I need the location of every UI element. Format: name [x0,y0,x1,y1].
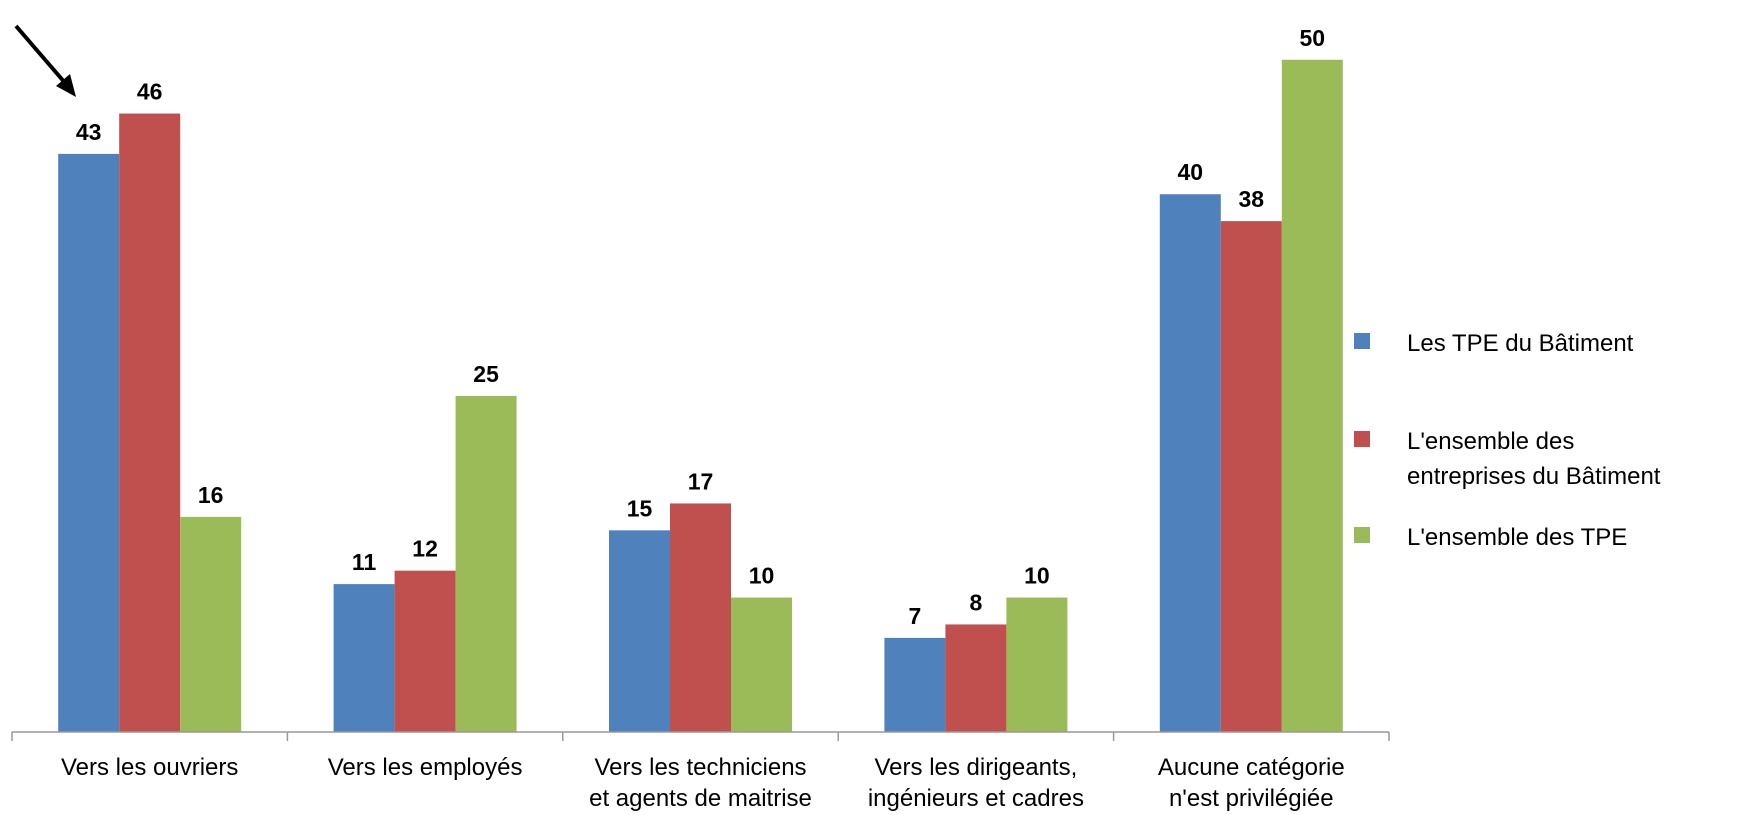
value-label: 40 [1178,159,1204,185]
x-tick-label: Vers les employés [328,754,523,781]
bar [1281,59,1343,733]
legend-swatch [1354,333,1370,349]
bar [1159,194,1221,732]
value-label: 8 [970,589,983,615]
value-label: 12 [412,536,438,562]
bar [670,503,731,732]
legend-label: Les TPE du Bâtiment [1407,330,1634,357]
value-label: 10 [749,563,775,589]
value-label: 17 [688,468,714,494]
bar [1006,597,1068,732]
value-label: 16 [198,482,224,508]
bar [180,516,242,732]
legend-label: L'ensemble des TPE [1407,524,1627,551]
bar [455,395,517,732]
x-tick-label: Vers les techniciens et agents de maitris… [589,754,812,812]
value-label: 38 [1239,186,1265,212]
legend-label: L'ensemble des entreprises du Bâtiment [1407,428,1661,490]
bar [333,584,395,732]
value-label: 50 [1300,25,1326,51]
arrow-annotation [14,24,76,97]
legend-swatch [1354,527,1370,543]
value-label: 43 [76,119,102,145]
bar [394,570,456,732]
x-tick-label: Vers les ouvriers [61,754,238,781]
bar [884,637,946,732]
value-label: 11 [352,549,377,575]
bar [58,153,120,732]
value-label: 25 [473,361,499,387]
value-label: 10 [1024,563,1050,589]
value-label: 7 [909,603,922,629]
bar [945,624,1007,732]
value-label: 15 [627,495,653,521]
x-tick-label: Aucune catégorie n'est privilégiée [1158,754,1345,812]
value-label: 46 [137,79,163,105]
x-tick-label: Vers les dirigeants, ingénieurs et cadres [868,754,1084,812]
bar [119,113,181,733]
bar [731,597,792,732]
bar [1220,221,1282,732]
bar [609,530,670,732]
legend-swatch [1354,431,1370,447]
